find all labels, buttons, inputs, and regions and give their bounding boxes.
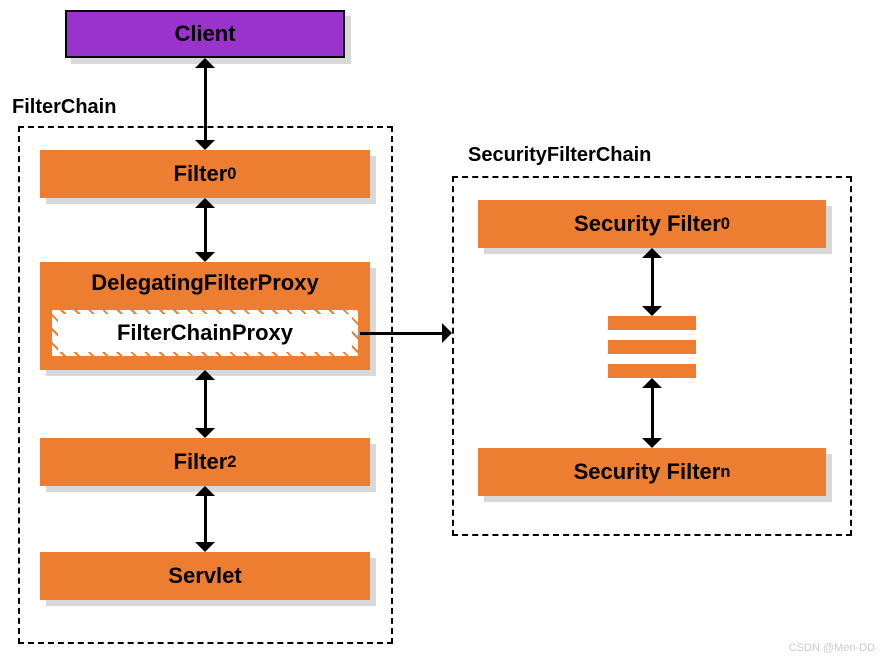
arrow-head-down (642, 306, 662, 316)
arrow-head-up (195, 370, 215, 380)
securityfilterchain-label: SecurityFilterChain (468, 144, 651, 167)
client-box: Client (65, 10, 345, 58)
arrow-head-up (195, 198, 215, 208)
arrow-head-up (195, 486, 215, 496)
filter0-box: Filter0 (40, 150, 370, 198)
watermark: CSDN @Men-DD (789, 642, 875, 654)
arrow-head-down (195, 428, 215, 438)
arrow-line (204, 380, 207, 428)
filterchainproxy-box: FilterChainProxy (58, 314, 352, 352)
arrow-line (651, 258, 654, 306)
arrow-head-down (642, 438, 662, 448)
stack-bar (608, 364, 696, 378)
arrow-head-down (195, 542, 215, 552)
arrow-line (204, 68, 207, 140)
arrow-line (651, 388, 654, 438)
servlet-box: Servlet (40, 552, 370, 600)
arrow-head-up (195, 58, 215, 68)
filter2-box: Filter2 (40, 438, 370, 486)
arrow-line (204, 496, 207, 542)
arrow-head-down (195, 252, 215, 262)
arrow-head-down (195, 140, 215, 150)
arrow-head-up (642, 378, 662, 388)
security-filtern-box: Security Filtern (478, 448, 826, 496)
stack-bar (608, 340, 696, 354)
stack-bar (608, 316, 696, 330)
security-filter0-box: Security Filter0 (478, 200, 826, 248)
arrow-line (204, 208, 207, 252)
arrow-head-up (642, 248, 662, 258)
arrow-line-h (360, 332, 442, 335)
arrow-head-right (442, 323, 452, 343)
filterchain-label: FilterChain (12, 96, 116, 119)
